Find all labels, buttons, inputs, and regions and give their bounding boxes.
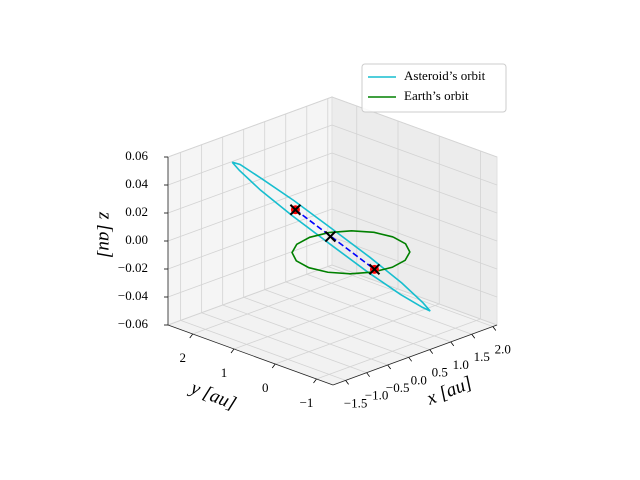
x-tick (387, 364, 391, 370)
grid-line (167, 124, 333, 186)
grid-line (306, 273, 472, 335)
grid-line (167, 180, 333, 242)
grid-line (331, 152, 498, 214)
y-tick-label: 0 (262, 380, 269, 395)
grid-line (192, 273, 357, 335)
axes: −1.5−1.0−0.50.0 0.5 1.0 1.5 2.0 −1 0 1 2 −0.06 −0.… (118, 148, 511, 410)
plot-area (231, 161, 431, 312)
y-axis-label: y [au] (186, 377, 239, 415)
x-tick-label: 0.5 (432, 365, 448, 380)
x-tick (492, 326, 497, 331)
legend-label: Earth’s orbit (404, 88, 469, 103)
grid-line (167, 208, 333, 270)
z-tick-label: 0.02 (125, 204, 148, 219)
grid-line (222, 304, 388, 366)
x-tick-label: −1.5 (344, 395, 368, 410)
y-tick-label: 2 (180, 350, 187, 365)
grid-line (331, 124, 498, 186)
x-tick (408, 357, 413, 362)
legend: Asteroid’s orbit Earth’s orbit (361, 63, 507, 113)
x-tick-label: 2.0 (495, 342, 511, 357)
cross-marker (289, 204, 302, 216)
grid-line (316, 318, 481, 380)
grid-line (331, 180, 498, 242)
grid-line (264, 289, 430, 350)
grid-line (180, 320, 346, 381)
grid-line (243, 296, 409, 358)
y-tick (271, 363, 276, 369)
y-tick-label: 1 (221, 365, 228, 380)
y-axis-line (167, 324, 334, 386)
grid-line (285, 281, 451, 343)
x-tick (450, 341, 455, 347)
x-tick (429, 349, 434, 354)
legend-box (361, 63, 507, 113)
grid-line (201, 312, 367, 374)
x-tick (345, 380, 349, 385)
y-tick (189, 333, 194, 339)
grid-line (167, 152, 333, 214)
z-tick-label: −0.04 (118, 288, 149, 303)
grid-line (233, 288, 399, 350)
z-tick-label: −0.06 (118, 316, 149, 331)
grid-line (331, 96, 498, 158)
grid-line (167, 96, 333, 158)
z-tick-label: 0.04 (125, 176, 148, 191)
orbit-line (291, 230, 411, 275)
x-tick-label: 1.0 (453, 357, 469, 372)
x-tick-label: −0.5 (386, 380, 410, 395)
z-tick-label: 0.06 (125, 148, 148, 163)
y-tick (230, 348, 235, 354)
grid-line (331, 236, 498, 298)
x-tick-label: −1.0 (365, 388, 389, 403)
y-tick (313, 378, 317, 384)
cross-marker (324, 230, 337, 243)
grid-line (331, 208, 498, 270)
x-tick-label: 1.5 (474, 349, 490, 364)
grid-line (167, 264, 333, 326)
grid-line (167, 236, 333, 298)
grid-line (327, 266, 493, 327)
cross-marker (368, 263, 381, 276)
grid (167, 96, 498, 381)
x-tick (471, 333, 476, 339)
segment-line (294, 209, 375, 270)
x-tick-label: 0.0 (411, 372, 427, 387)
legend-label: Asteroid’s orbit (404, 68, 486, 83)
y-tick-label: −1 (300, 395, 314, 410)
grid-line (275, 303, 440, 365)
x-tick (366, 372, 370, 377)
z-axis-label: z [au] (95, 211, 116, 258)
x-axis-line (332, 324, 498, 386)
z-tick-label: −0.02 (118, 260, 148, 275)
panes (167, 96, 498, 385)
orbit-line (231, 161, 431, 312)
z-tick-label: 0.00 (125, 232, 148, 247)
